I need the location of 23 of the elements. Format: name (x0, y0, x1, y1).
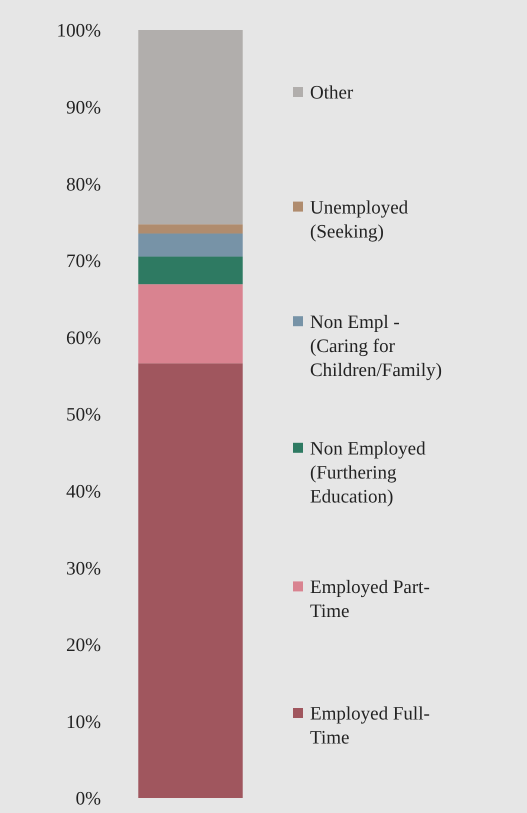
y-tick-label: 40% (66, 481, 102, 502)
y-tick-label: 90% (66, 97, 102, 118)
legend-label: Employed Full-Time (310, 704, 430, 749)
y-tick-label: 70% (66, 251, 102, 272)
bar (138, 363, 243, 798)
y-tick-label: 50% (66, 404, 102, 426)
y-tick-label: 30% (66, 558, 102, 580)
bar (138, 234, 243, 257)
legend-label: Non Empl - (Caring for Children/Family) (310, 312, 442, 381)
legend-label: Unemployed (Seeking) (310, 197, 409, 242)
legend-label: Other (310, 82, 354, 104)
legend-label: Employed Part-Time (310, 577, 430, 622)
y-tick-label: 100% (56, 20, 102, 42)
y-tick-label: 10% (66, 712, 102, 733)
bar (138, 256, 243, 284)
legend-label: Non Employed (Furthering Education) (310, 438, 426, 508)
bar (138, 284, 243, 364)
bar (138, 30, 243, 224)
y-tick-label: 20% (66, 635, 102, 656)
bar (138, 224, 243, 234)
y-tick-label: 80% (66, 174, 102, 196)
y-tick-label: 60% (66, 328, 102, 349)
y-tick-label: 0% (76, 788, 102, 810)
